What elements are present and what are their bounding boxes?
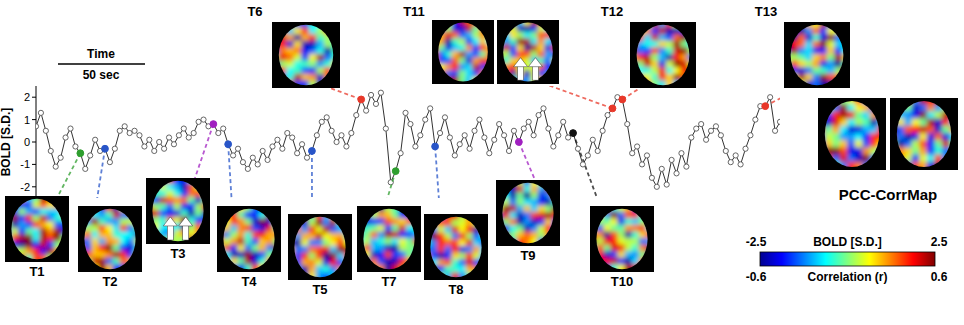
svg-text:-0.6: -0.6 [746,270,767,284]
svg-text:-2.5: -2.5 [746,235,767,249]
svg-text:T10: T10 [611,274,633,289]
svg-text:T8: T8 [448,282,463,297]
svg-text:BOLD [S.D.]: BOLD [S.D.] [813,235,882,249]
svg-text:T13: T13 [755,4,777,19]
svg-text:0: 0 [24,136,30,148]
svg-text:Time: Time [87,47,115,61]
svg-text:Correlation (r): Correlation (r) [807,270,887,284]
svg-text:T4: T4 [241,274,257,289]
svg-text:-2: -2 [20,181,30,193]
svg-text:T3: T3 [170,246,185,261]
svg-text:T9: T9 [520,248,535,263]
svg-text:2.5: 2.5 [931,235,948,249]
svg-text:T7: T7 [381,274,396,289]
svg-text:T5: T5 [312,282,327,297]
svg-text:T11: T11 [403,4,425,19]
svg-text:T2: T2 [102,274,117,289]
svg-text:-1: -1 [20,158,30,170]
svg-text:1: 1 [24,114,30,126]
svg-text:T12: T12 [601,4,623,19]
svg-text:2: 2 [24,91,30,103]
svg-text:PCC-CorrMap: PCC-CorrMap [839,186,937,203]
svg-text:BOLD [S.D.]: BOLD [S.D.] [0,108,13,177]
svg-text:0.6: 0.6 [931,270,948,284]
svg-text:50 sec: 50 sec [83,68,120,82]
svg-text:T6: T6 [247,4,262,19]
svg-text:T1: T1 [29,264,44,279]
